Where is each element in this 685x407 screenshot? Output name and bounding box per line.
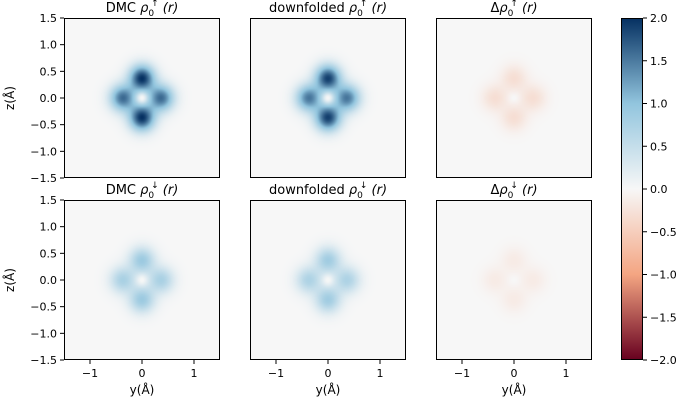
heatmap-image xyxy=(64,200,220,360)
panel-1: downfolded ρ0↑ (r) xyxy=(250,0,406,178)
colorbar-frame xyxy=(621,18,643,360)
x-axis-label: y(Å) xyxy=(502,382,527,397)
y-tick-label: −1.5 xyxy=(30,354,57,367)
x-tick-label: 1 xyxy=(377,367,384,380)
y-tick-label: 0.0 xyxy=(40,92,58,105)
colorbar-tick-label: −1.5 xyxy=(650,311,677,324)
plot-frame xyxy=(436,18,592,178)
y-tick-label: −1.0 xyxy=(30,145,57,158)
plot-frame xyxy=(64,200,220,360)
heatmap-image xyxy=(436,200,592,360)
plot-frame xyxy=(250,200,406,360)
panel-title: downfolded ρ0↑ (r) xyxy=(269,0,387,19)
colorbar-tick-label: 1.0 xyxy=(650,98,668,111)
heatmap-image xyxy=(250,18,406,178)
panel-title: downfolded ρ0↓ (r) xyxy=(269,181,387,201)
panel-title: Δρ0↑ (r) xyxy=(490,0,537,19)
heatmap-image xyxy=(436,18,592,178)
y-tick-label: −0.5 xyxy=(30,119,57,132)
colorbar-gradient xyxy=(621,18,643,360)
y-axis-label: z(Å) xyxy=(2,86,17,110)
x-tick-label: −1 xyxy=(454,367,470,380)
x-tick-label: 1 xyxy=(563,367,570,380)
x-tick-label: −1 xyxy=(82,367,98,380)
colorbar-tick-label: 0.0 xyxy=(650,183,668,196)
y-tick-label: 1.0 xyxy=(40,221,58,234)
panel-3: DMC ρ0↓ (r) 1.5 1.0 0.5 0.0 −0.5 −1.0 −1.5 −1 0 1 xyxy=(30,181,220,380)
colorbar-tick-label: −0.5 xyxy=(650,226,677,239)
x-tick-label: 0 xyxy=(325,367,332,380)
plot-frame xyxy=(436,200,592,360)
y-tick-label: 0.5 xyxy=(40,65,58,78)
y-tick-label: −0.5 xyxy=(30,301,57,314)
x-tick-label: 0 xyxy=(511,367,518,380)
y-tick-label: 1.5 xyxy=(40,194,58,207)
panels-group: DMC ρ0↑ (r) 1.5 1.0 0.5 0.0 −0.5 −1.0 −1.5 downf… xyxy=(30,0,592,380)
axis-labels-group: z(Å) z(Å) y(Å) y(Å) y(Å) xyxy=(2,86,526,397)
y-axis-label: z(Å) xyxy=(2,268,17,292)
x-tick-label: 1 xyxy=(191,367,198,380)
panel-title: DMC ρ0↑ (r) xyxy=(106,0,179,19)
colorbar-tick-label: 2.0 xyxy=(650,12,668,25)
panel-5: Δρ0↓ (r) −1 0 1 xyxy=(436,181,592,380)
y-tick-label: 1.0 xyxy=(40,39,58,52)
x-axis-label: y(Å) xyxy=(130,382,155,397)
y-tick-label: 0.0 xyxy=(40,274,58,287)
y-tick-label: 1.5 xyxy=(40,12,58,25)
plot-frame xyxy=(64,18,220,178)
colorbar-tick-label: 1.5 xyxy=(650,55,668,68)
y-tick-label: −1.5 xyxy=(30,172,57,185)
colorbar-tick-label: 0.5 xyxy=(650,140,668,153)
colorbar: 2.0 1.5 1.0 0.5 0.0 −0.5 −1.0 −1.5 −2.0 xyxy=(621,12,677,367)
x-axis-label: y(Å) xyxy=(316,382,341,397)
panel-4: downfolded ρ0↓ (r) −1 0 1 xyxy=(250,181,406,380)
panel-2: Δρ0↑ (r) xyxy=(436,0,592,178)
colorbar-tick-label: −1.0 xyxy=(650,269,677,282)
y-tick-label: −1.0 xyxy=(30,327,57,340)
x-tick-label: −1 xyxy=(268,367,284,380)
heatmap-image xyxy=(64,18,220,178)
colorbar-tick-label: −2.0 xyxy=(650,354,677,367)
panel-title: DMC ρ0↓ (r) xyxy=(106,181,179,201)
heatmap-image xyxy=(250,200,406,360)
plot-frame xyxy=(250,18,406,178)
x-tick-label: 0 xyxy=(139,367,146,380)
y-tick-label: 0.5 xyxy=(40,247,58,260)
panel-0: DMC ρ0↑ (r) 1.5 1.0 0.5 0.0 −0.5 −1.0 −1.5 xyxy=(30,0,220,185)
panel-title: Δρ0↓ (r) xyxy=(490,181,537,201)
